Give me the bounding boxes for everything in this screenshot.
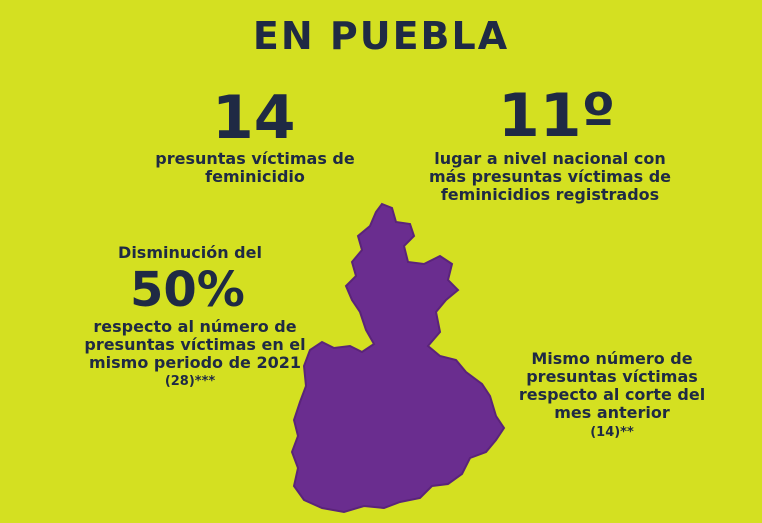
national-rank: 11º [498,81,616,151]
decrease-intro: Disminución del [118,243,262,262]
decrease-label: respecto al número de presuntas víctimas… [84,317,306,372]
rank-label: lugar a nivel nacional con más presuntas… [429,149,671,204]
page-title: EN PUEBLA [252,14,510,58]
victims-label: presuntas víctimas de feminicidio [155,149,355,186]
decrease-percent: 50% [130,262,245,318]
decrease-note: (28)*** [164,374,216,389]
victims-count: 14 [212,83,296,153]
same-count-note: (14)** [590,425,634,440]
same-count-label: Mismo número de presuntas víctimas respe… [518,349,706,422]
